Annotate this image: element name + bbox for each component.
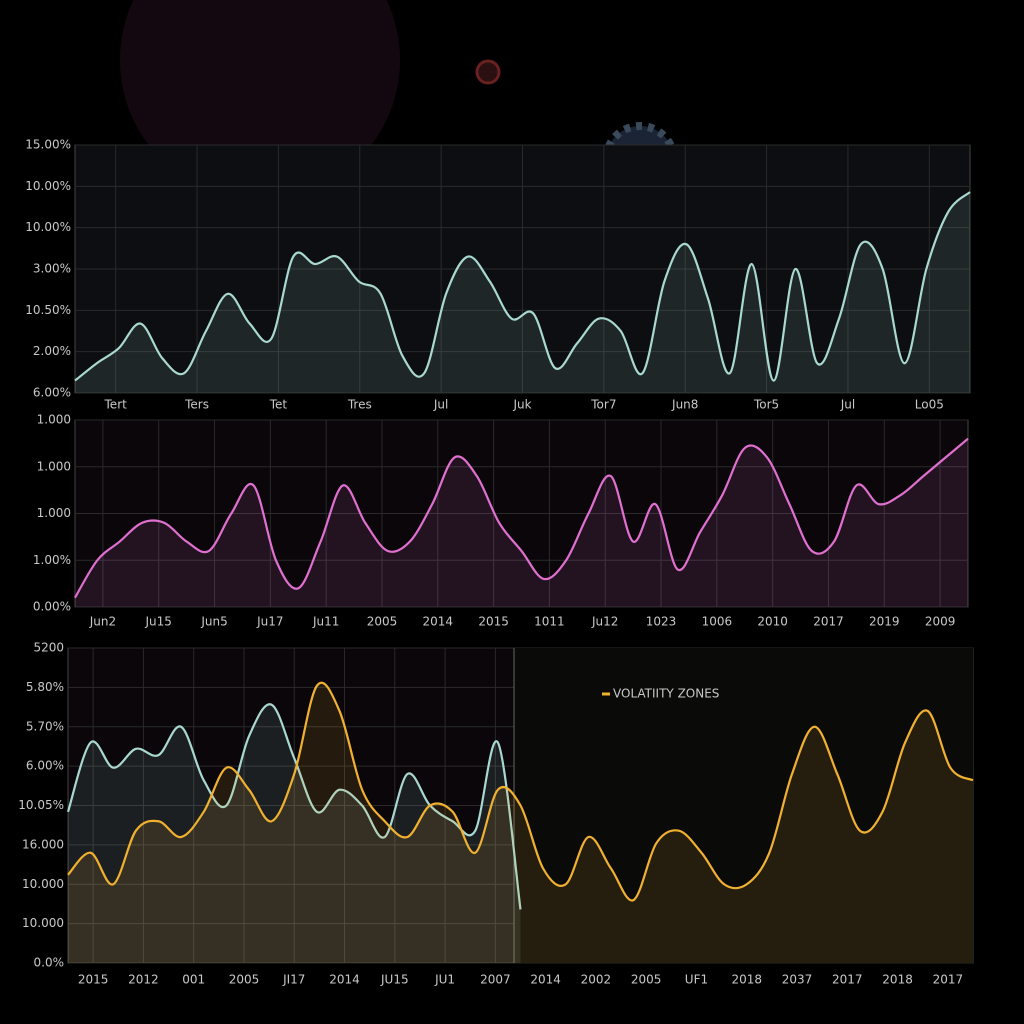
x-tick-label: 2015 xyxy=(78,973,109,987)
x-tick-label: Jun5 xyxy=(200,615,227,629)
x-tick-label: Tor5 xyxy=(753,398,779,412)
x-tick-label: Jun2 xyxy=(89,615,116,629)
x-tick-label: Tor7 xyxy=(590,398,616,412)
line xyxy=(74,437,969,599)
x-tick-label: 2037 xyxy=(782,973,813,987)
x-tick-label: Ters xyxy=(184,398,209,412)
x-tick-label: Ju11 xyxy=(312,615,339,629)
x-tick-label: 2017 xyxy=(933,973,964,987)
y-tick-label: 10.00% xyxy=(25,179,71,193)
x-tick-label: Ju15 xyxy=(145,615,172,629)
x-tick-label: Jul xyxy=(433,398,448,412)
x-tick-label: Ju12 xyxy=(591,615,618,629)
x-tick-label: 2007 xyxy=(480,973,511,987)
x-tick-label: 2012 xyxy=(128,973,159,987)
y-tick-label: 1.000 xyxy=(37,459,71,473)
y-tick-label: 15.00% xyxy=(25,138,71,152)
x-tick-label: 2015 xyxy=(478,615,509,629)
zone xyxy=(514,648,973,963)
y-tick-label: 6.00% xyxy=(33,386,71,400)
x-tick-label: 2018 xyxy=(882,973,913,987)
y-tick-label: 5200 xyxy=(33,641,64,655)
y-tick-label: 3.00% xyxy=(33,262,71,276)
area xyxy=(68,704,521,963)
x-tick-label: 2002 xyxy=(581,973,612,987)
x-tick-label: JU1 xyxy=(434,973,455,987)
x-tick-label: Lo05 xyxy=(915,398,944,412)
y-tick-label: 5.70% xyxy=(26,719,64,733)
y-tick-label: 2.00% xyxy=(33,344,71,358)
x-tick-label: Jul xyxy=(840,398,855,412)
x-tick-label: Tet xyxy=(269,398,288,412)
y-tick-label: 5.80% xyxy=(26,680,64,694)
chip xyxy=(475,59,501,85)
x-tick-label: Ju17 xyxy=(256,615,283,629)
x-tick-label: 1011 xyxy=(534,615,565,629)
y-tick-label: 10.05% xyxy=(18,798,64,812)
y-tick-label: 0.0% xyxy=(34,956,65,970)
x-tick-label: Tres xyxy=(347,398,372,412)
x-tick-label: 2019 xyxy=(869,615,900,629)
y-tick-label: 1.000 xyxy=(37,506,71,520)
x-tick-label: JI17 xyxy=(282,973,305,987)
x-tick-label: UF1 xyxy=(685,973,708,987)
x-tick-label: 1023 xyxy=(646,615,677,629)
y-tick-label: 10.50% xyxy=(25,303,71,317)
x-tick-label: 2014 xyxy=(329,973,360,987)
x-tick-label: 2005 xyxy=(367,615,398,629)
x-tick-label: 001 xyxy=(182,973,205,987)
line xyxy=(74,191,971,382)
x-tick-label: 2014 xyxy=(530,973,561,987)
x-tick-label: Jun8 xyxy=(671,398,698,412)
y-tick-label: 16.000 xyxy=(22,837,64,851)
x-tick-label: 2010 xyxy=(757,615,788,629)
x-tick-label: 2018 xyxy=(731,973,762,987)
line xyxy=(67,681,974,902)
x-tick-label: 2009 xyxy=(925,615,956,629)
area xyxy=(75,192,970,393)
legend-label: VOLATIITY ZONES xyxy=(613,687,719,701)
x-tick-label: Juk xyxy=(512,398,531,412)
y-tick-label: 0.00% xyxy=(33,600,71,614)
x-tick-label: 2005 xyxy=(229,973,260,987)
y-tick-label: 1.000 xyxy=(37,413,71,427)
y-tick-label: 1.00% xyxy=(33,553,71,567)
x-tick-label: Tert xyxy=(104,398,128,412)
panels: 15.00% 10.00% 10.00% 3.00% 10.50% 2.00% 6.00% T… xyxy=(18,138,974,987)
area xyxy=(75,438,968,607)
x-tick-label: 1006 xyxy=(702,615,733,629)
x-tick-label: 2005 xyxy=(631,973,662,987)
y-tick-label: 6.00% xyxy=(26,759,64,773)
area xyxy=(68,682,973,963)
x-tick-label: 2014 xyxy=(423,615,454,629)
x-tick-label: 2017 xyxy=(832,973,863,987)
y-tick-label: 10.000 xyxy=(22,877,64,891)
y-tick-label: 10.000 xyxy=(22,916,64,930)
y-tick-label: 10.00% xyxy=(25,220,71,234)
x-tick-label: 2017 xyxy=(813,615,844,629)
x-tick-label: JU15 xyxy=(380,973,409,987)
